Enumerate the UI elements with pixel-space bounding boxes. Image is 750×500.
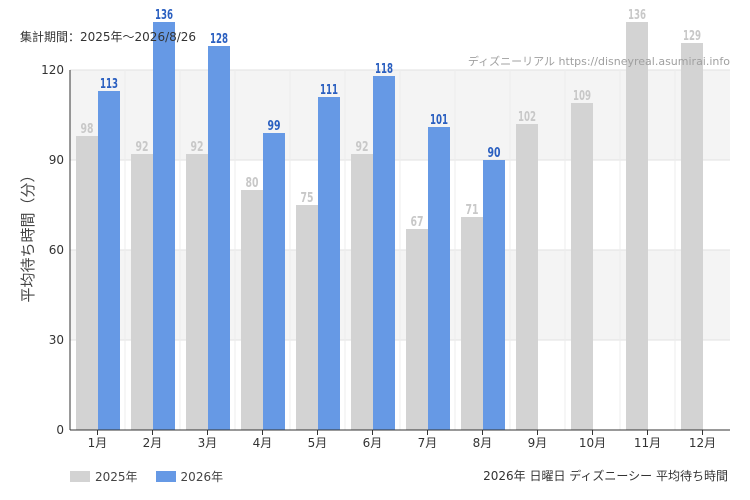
- x-tick-label: 1月: [88, 436, 108, 450]
- y-tick-label: 90: [49, 153, 64, 167]
- legend-swatch-2025: [70, 471, 90, 482]
- bar: [516, 124, 538, 430]
- data-label: 118: [375, 62, 393, 77]
- bar: [241, 190, 263, 430]
- bars-group: [76, 22, 703, 430]
- legend-label-2026: 2026年: [180, 470, 224, 484]
- watermark: ディズニーリアル https://disneyreal.asumirai.inf…: [467, 55, 730, 68]
- bar: [263, 133, 285, 430]
- data-label: 99: [268, 119, 281, 134]
- data-label: 136: [628, 8, 646, 23]
- chart-caption: 2026年 日曜日 ディズニーシー 平均待ち時間: [483, 469, 728, 483]
- x-tick-label: 8月: [473, 436, 493, 450]
- x-tick-label: 2月: [143, 436, 163, 450]
- data-label: 136: [155, 8, 173, 23]
- bar: [131, 154, 153, 430]
- x-tick-label: 4月: [253, 436, 273, 450]
- data-label: 80: [246, 176, 259, 191]
- bar: [186, 154, 208, 430]
- y-tick-label: 0: [56, 423, 64, 437]
- legend-item-2026[interactable]: 2026年: [155, 468, 224, 485]
- data-labels: 98 113 92 136 92 128 80 99 75 111 92 118 67 101 71 90 10…: [81, 8, 702, 230]
- bar: [318, 97, 340, 430]
- data-label: 101: [430, 113, 448, 128]
- legend: 2025年 2026年: [70, 468, 223, 485]
- bar: [681, 43, 703, 430]
- legend-swatch-2026: [155, 471, 176, 482]
- axes: 0 30 60 90 120 1月 2月 3月 4月 5月 6月 7月 8月 9月 10月 11月 12月: [41, 63, 730, 450]
- data-label: 92: [191, 140, 204, 155]
- y-tick-label: 60: [49, 243, 64, 257]
- x-tick-label: 9月: [528, 436, 548, 450]
- bar: [351, 154, 373, 430]
- x-tick-label: 6月: [363, 436, 383, 450]
- data-label: 92: [136, 140, 149, 155]
- x-tick-label: 5月: [308, 436, 328, 450]
- bar: [428, 127, 450, 430]
- data-label: 98: [81, 122, 94, 137]
- bar: [406, 229, 428, 430]
- y-tick-label: 30: [49, 333, 64, 347]
- y-tick-label: 120: [41, 63, 64, 77]
- bar: [98, 91, 120, 430]
- data-label: 129: [683, 29, 701, 44]
- bar: [571, 103, 593, 430]
- bar: [373, 76, 395, 430]
- data-label: 71: [466, 203, 479, 218]
- data-label: 102: [518, 110, 536, 125]
- data-label: 113: [100, 77, 118, 92]
- bar: [461, 217, 483, 430]
- data-label: 67: [411, 215, 424, 230]
- x-tick-label: 3月: [198, 436, 218, 450]
- data-label: 111: [320, 83, 338, 98]
- period-label: 集計期間：2025年～2026/8/26: [20, 30, 197, 44]
- data-label: 92: [356, 140, 369, 155]
- data-label: 90: [488, 146, 501, 161]
- data-label: 109: [573, 89, 591, 104]
- data-label: 128: [210, 32, 228, 47]
- x-tick-label: 11月: [634, 436, 661, 450]
- bar: [626, 22, 648, 430]
- legend-label-2025: 2025年: [95, 470, 138, 484]
- y-axis-label: 平均待ち時間（分）: [19, 167, 37, 302]
- x-tick-label: 12月: [689, 436, 716, 450]
- bar: [483, 160, 505, 430]
- bar: [76, 136, 98, 430]
- legend-item-2025[interactable]: 2025年: [70, 468, 138, 485]
- bar: [296, 205, 318, 430]
- x-tick-label: 10月: [579, 436, 606, 450]
- x-tick-label: 7月: [418, 436, 438, 450]
- bar: [153, 22, 175, 430]
- bar: [208, 46, 230, 430]
- data-label: 75: [301, 191, 314, 206]
